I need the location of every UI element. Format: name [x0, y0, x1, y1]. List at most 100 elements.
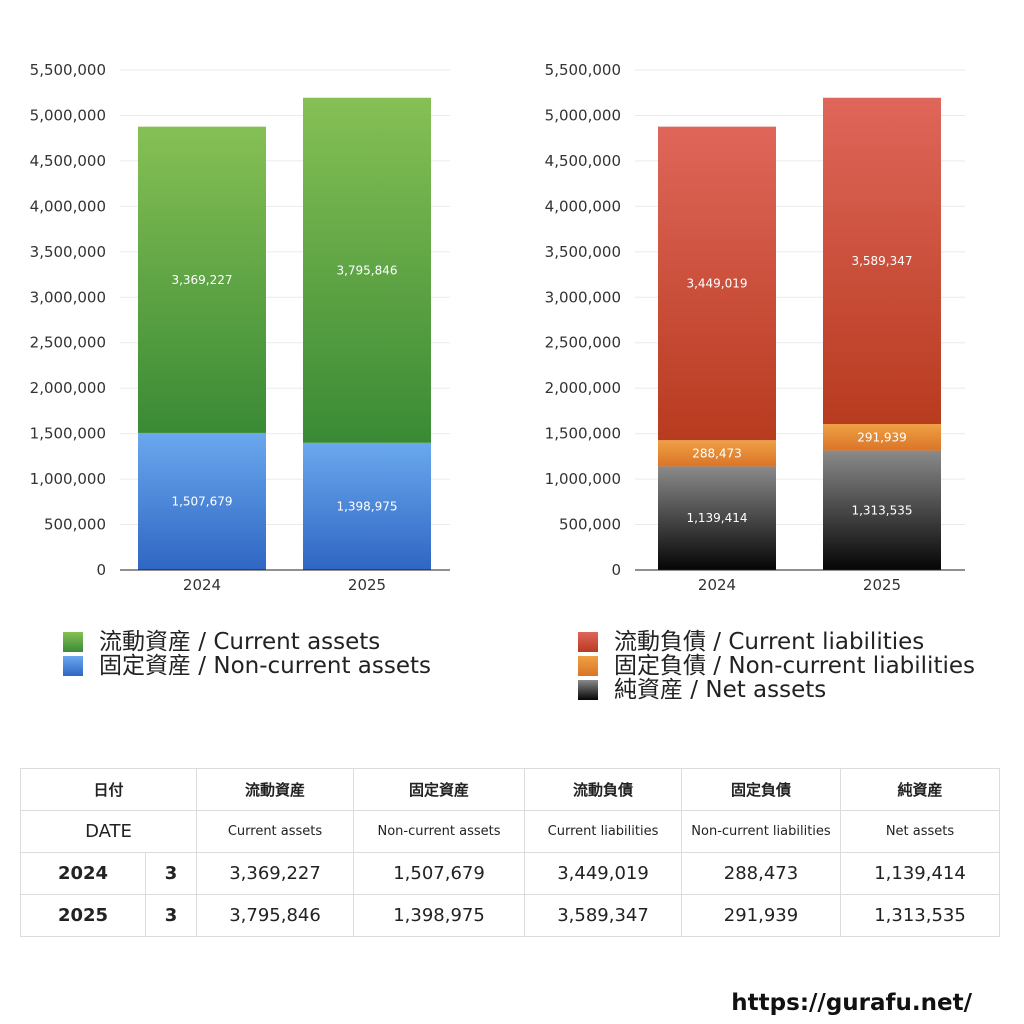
header-noncurrent-liabilities-en: Non-current liabilities [681, 810, 841, 853]
header-net-assets-en: Net assets [840, 810, 1000, 853]
cell-net-assets: 1,313,535 [840, 894, 1000, 937]
cell-current-liabilities: 3,449,019 [524, 852, 682, 895]
legend-item: 流動負債 / Current liabilities [578, 630, 975, 654]
y-tick-label: 4,500,000 [30, 152, 106, 170]
y-tick-label: 3,000,000 [30, 288, 106, 306]
y-tick-label: 1,000,000 [545, 470, 621, 488]
legend-item: 流動資産 / Current assets [63, 630, 431, 654]
y-tick-label: 1,000,000 [30, 470, 106, 488]
cell-noncurrent-liabilities: 291,939 [681, 894, 841, 937]
header-current-liabilities-en: Current liabilities [524, 810, 682, 853]
data-label: 3,795,846 [336, 263, 397, 277]
y-tick-label: 3,000,000 [545, 288, 621, 306]
cell-noncurrent-assets: 1,507,679 [353, 852, 525, 895]
header-noncurrent-assets-jp: 固定資産 [353, 768, 525, 811]
table-row: 2024 3 3,369,227 1,507,679 3,449,019 288… [20, 852, 1000, 895]
cell-current-assets: 3,369,227 [196, 852, 354, 895]
y-tick-label: 4,000,000 [30, 197, 106, 215]
data-label: 1,507,679 [171, 494, 232, 508]
bar-segment [658, 440, 776, 467]
legend-swatch [578, 656, 598, 676]
bar-segment [823, 97, 941, 425]
legend-label: 純資産 / Net assets [614, 677, 827, 703]
y-tick-label: 1,500,000 [30, 425, 106, 443]
y-tick-label: 1,500,000 [545, 425, 621, 443]
table-header-jp: 日付 流動資産 固定資産 流動負債 固定負債 純資産 [20, 768, 1000, 811]
assets-chart: 0 500,000 1,000,000 1,500,000 2,000,000 2,500… [30, 61, 450, 594]
legend-swatch [578, 680, 598, 700]
y-tick-label: 5,500,000 [545, 61, 621, 79]
y-tick-label: 4,500,000 [545, 152, 621, 170]
header-noncurrent-assets-en: Non-current assets [353, 810, 525, 853]
y-tick-label: 0 [611, 561, 621, 579]
liabilities-chart: 0 500,000 1,000,000 1,500,000 2,000,000 2,500… [545, 61, 965, 594]
legend-item: 固定資産 / Non-current assets [63, 654, 431, 678]
x-tick-label: 2024 [698, 576, 736, 594]
legend-item: 固定負債 / Non-current liabilities [578, 654, 975, 678]
y-tick-label: 2,500,000 [545, 334, 621, 352]
balance-table: 日付 流動資産 固定資産 流動負債 固定負債 純資産 DATE Current … [20, 768, 1000, 937]
bar-segment [303, 442, 431, 570]
cell-current-liabilities: 3,589,347 [524, 894, 682, 937]
bar-segment [658, 126, 776, 441]
header-noncurrent-liabilities-jp: 固定負債 [681, 768, 841, 811]
header-current-liabilities-jp: 流動負債 [524, 768, 682, 811]
data-label: 3,369,227 [171, 273, 232, 287]
bar-segment [138, 432, 266, 570]
site-url[interactable]: https://gurafu.net/ [731, 990, 972, 1016]
header-date-jp: 日付 [20, 768, 197, 811]
data-label: 3,589,347 [851, 254, 912, 268]
y-tick-label: 2,000,000 [545, 379, 621, 397]
row-year: 2024 [20, 852, 146, 895]
y-tick-label: 3,500,000 [30, 243, 106, 261]
row-year: 2025 [20, 894, 146, 937]
table-header-en: DATE Current assets Non-current assets C… [20, 810, 1000, 853]
legend-swatch [63, 656, 83, 676]
cell-net-assets: 1,139,414 [840, 852, 1000, 895]
row-month: 3 [145, 894, 197, 937]
x-tick-label: 2024 [183, 576, 221, 594]
data-label: 1,139,414 [686, 511, 747, 525]
cell-current-assets: 3,795,846 [196, 894, 354, 937]
cell-noncurrent-liabilities: 288,473 [681, 852, 841, 895]
y-tick-label: 2,000,000 [30, 379, 106, 397]
header-net-assets-jp: 純資産 [840, 768, 1000, 811]
table-row: 2025 3 3,795,846 1,398,975 3,589,347 291… [20, 894, 1000, 937]
charts-canvas: 0 500,000 1,000,000 1,500,000 2,000,000 2,500… [30, 61, 965, 594]
legend-liabilities: 流動負債 / Current liabilities 固定負債 / Non-cur… [578, 630, 975, 702]
y-tick-label: 5,000,000 [545, 106, 621, 124]
bar-segment [823, 424, 941, 451]
legend-assets: 流動資産 / Current assets 固定資産 / Non-current … [63, 630, 431, 678]
header-date-en: DATE [20, 810, 197, 853]
legend-label: 流動資産 / Current assets [99, 629, 381, 655]
bar-segment [138, 126, 266, 433]
legend-label: 流動負債 / Current liabilities [614, 629, 925, 655]
y-tick-label: 4,000,000 [545, 197, 621, 215]
x-tick-label: 2025 [863, 576, 901, 594]
data-label: 1,398,975 [336, 499, 397, 513]
legend-label: 固定負債 / Non-current liabilities [614, 653, 975, 679]
bar-segment [658, 466, 776, 570]
bar-segment [303, 97, 431, 443]
data-label: 291,939 [857, 430, 907, 444]
row-month: 3 [145, 852, 197, 895]
x-tick-label: 2025 [348, 576, 386, 594]
header-current-assets-jp: 流動資産 [196, 768, 354, 811]
y-tick-label: 3,500,000 [545, 243, 621, 261]
y-tick-label: 5,000,000 [30, 106, 106, 124]
header-current-assets-en: Current assets [196, 810, 354, 853]
legend-label: 固定資産 / Non-current assets [99, 653, 432, 679]
legend-item: 純資産 / Net assets [578, 678, 975, 702]
data-label: 3,449,019 [686, 276, 747, 290]
legend-swatch [63, 632, 83, 652]
cell-noncurrent-assets: 1,398,975 [353, 894, 525, 937]
bar-segment [823, 450, 941, 570]
y-tick-label: 0 [96, 561, 106, 579]
data-label: 288,473 [692, 446, 742, 460]
y-tick-label: 2,500,000 [30, 334, 106, 352]
y-tick-label: 5,500,000 [30, 61, 106, 79]
y-tick-label: 500,000 [44, 516, 106, 534]
y-tick-label: 500,000 [559, 516, 621, 534]
legend-swatch [578, 632, 598, 652]
data-label: 1,313,535 [851, 503, 912, 517]
